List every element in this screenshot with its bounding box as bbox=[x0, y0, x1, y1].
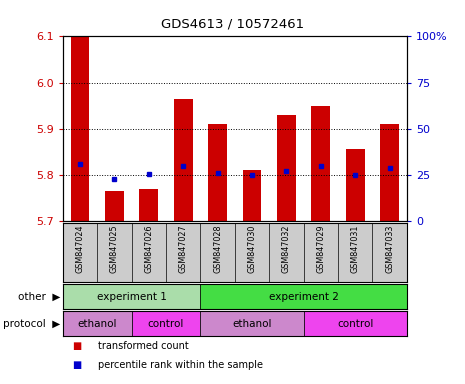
Text: GSM847033: GSM847033 bbox=[385, 225, 394, 273]
Text: experiment 1: experiment 1 bbox=[97, 291, 166, 302]
Text: experiment 2: experiment 2 bbox=[269, 291, 339, 302]
Text: GSM847031: GSM847031 bbox=[351, 225, 360, 273]
Bar bbox=[200, 311, 304, 336]
Text: other  ▶: other ▶ bbox=[18, 291, 60, 302]
Text: transformed count: transformed count bbox=[98, 341, 188, 351]
Bar bbox=[63, 284, 200, 309]
Bar bbox=[346, 149, 365, 221]
Text: GSM847032: GSM847032 bbox=[282, 225, 291, 273]
Text: percentile rank within the sample: percentile rank within the sample bbox=[98, 360, 263, 370]
Bar bbox=[208, 124, 227, 221]
Text: ■: ■ bbox=[72, 360, 81, 370]
Bar bbox=[277, 115, 296, 221]
Bar bbox=[71, 36, 89, 221]
Text: protocol  ▶: protocol ▶ bbox=[3, 318, 60, 329]
Text: GSM847026: GSM847026 bbox=[144, 225, 153, 273]
Bar bbox=[200, 284, 407, 309]
Text: GSM847024: GSM847024 bbox=[75, 225, 85, 273]
Text: ■: ■ bbox=[72, 341, 81, 351]
Text: GSM847025: GSM847025 bbox=[110, 225, 119, 273]
Bar bbox=[174, 99, 193, 221]
Text: ethanol: ethanol bbox=[232, 318, 272, 329]
Text: GSM847029: GSM847029 bbox=[316, 225, 326, 273]
Bar bbox=[304, 311, 407, 336]
Bar bbox=[312, 106, 330, 221]
Bar bbox=[105, 191, 124, 221]
Bar bbox=[132, 311, 200, 336]
Text: ethanol: ethanol bbox=[78, 318, 117, 329]
Text: control: control bbox=[337, 318, 373, 329]
Text: GSM847027: GSM847027 bbox=[179, 225, 188, 273]
Bar bbox=[380, 124, 399, 221]
Text: GSM847028: GSM847028 bbox=[213, 225, 222, 273]
Text: control: control bbox=[148, 318, 184, 329]
Bar bbox=[63, 311, 132, 336]
Text: GDS4613 / 10572461: GDS4613 / 10572461 bbox=[161, 17, 304, 30]
Text: GSM847030: GSM847030 bbox=[247, 225, 257, 273]
Bar bbox=[140, 189, 158, 221]
Bar bbox=[243, 170, 261, 221]
